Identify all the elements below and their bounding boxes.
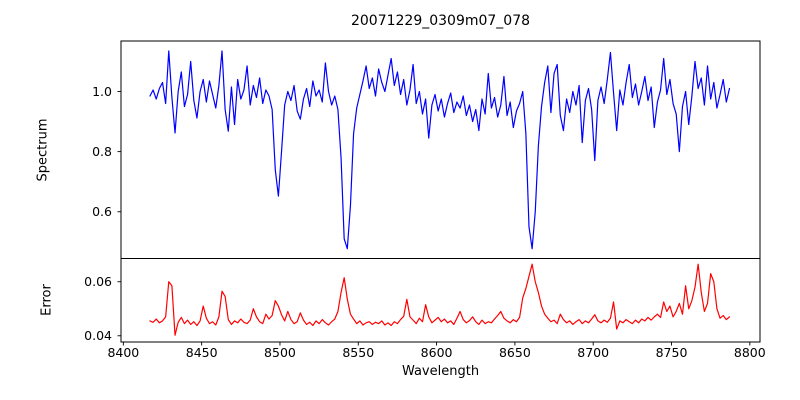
- spectrum-y-tick-label: 1.0: [92, 84, 112, 99]
- spectrum-y-tick-label: 0.8: [92, 144, 112, 159]
- x-tick-label: 8400: [107, 345, 139, 360]
- x-axis-label: Wavelength: [401, 364, 480, 379]
- x-tick-label: 8700: [577, 345, 609, 360]
- error-series-line: [149, 263, 731, 336]
- spectrum-panel-spines: [120, 40, 761, 259]
- spectrum-series-line: [149, 50, 731, 250]
- x-tick-label: 8600: [421, 345, 453, 360]
- error-y-tick-label: 0.04: [84, 328, 112, 343]
- x-tick-label: 8750: [656, 345, 688, 360]
- error-y-axis-label: Error: [39, 284, 55, 316]
- error-y-tick-label: 0.06: [84, 274, 112, 289]
- spectrum-y-tick-label: 0.6: [92, 204, 112, 219]
- x-tick-label: 8800: [734, 345, 766, 360]
- error-panel-spines: [120, 258, 761, 343]
- x-tick-label: 8650: [499, 345, 531, 360]
- x-tick-label: 8500: [264, 345, 296, 360]
- x-tick-label: 8550: [342, 345, 374, 360]
- x-tick-label: 8450: [186, 345, 218, 360]
- chart-title: 20071229_0309m07_078: [350, 13, 531, 29]
- spectrum-y-axis-label: Spectrum: [35, 118, 51, 182]
